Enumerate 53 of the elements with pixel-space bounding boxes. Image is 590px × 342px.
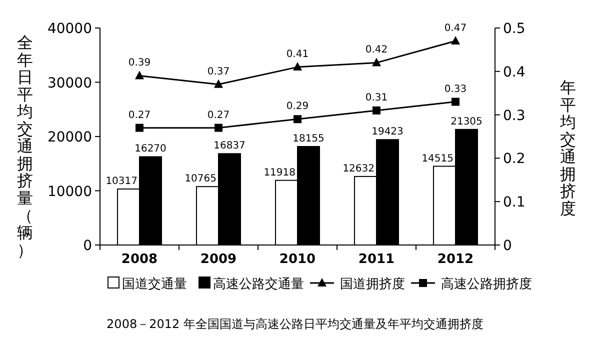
y2-axis-title: 年平均交通拥挤度 [559, 78, 576, 218]
x-tick-label: 2012 [437, 252, 474, 267]
legend-label: 高速公路拥挤度 [441, 276, 532, 292]
y2-tick-label: 0.1 [503, 194, 526, 211]
data-label: 0.47 [444, 23, 467, 34]
point [294, 115, 302, 124]
y2-tick-label: 0.3 [503, 108, 526, 124]
legend-label: 高速公路交通量 [213, 276, 304, 292]
data-label: 0.41 [286, 49, 309, 60]
point [452, 98, 460, 106]
x-tick-label: 2010 [279, 252, 316, 267]
data-label: 16270 [134, 144, 166, 155]
text: 全年日平均交通拥挤量（辆） [17, 33, 33, 260]
y-tick-label: 0 [83, 238, 92, 254]
data-label: 0.33 [444, 84, 467, 95]
legend-label: 国道拥挤度 [340, 276, 405, 292]
data-label: 0.31 [365, 92, 388, 104]
point [451, 36, 460, 45]
data-label: 19423 [372, 126, 404, 138]
data-label: 0.27 [207, 110, 230, 121]
data-label: 0.37 [207, 66, 230, 78]
y-tick-label: 30000 [47, 75, 92, 92]
data-label: 0.42 [365, 44, 388, 56]
point [372, 58, 381, 66]
point [136, 124, 144, 132]
data-label: 16837 [214, 140, 246, 152]
data-label: 0.39 [128, 58, 151, 69]
legend-label: 国道交通量 [122, 276, 187, 292]
x-tick-label: 2009 [200, 252, 237, 267]
data-label: 21305 [450, 116, 482, 128]
point [214, 124, 222, 132]
x-tick-label: 2011 [358, 252, 395, 267]
x-tick-label: 2008 [121, 252, 158, 267]
data-label: 18155 [292, 134, 324, 145]
point [135, 70, 144, 80]
data-label: 0.27 [128, 110, 151, 121]
y2-tick-label: 0.5 [503, 21, 526, 37]
data-label: 10765 [184, 174, 216, 185]
point [214, 79, 223, 88]
y-tick-label: 20000 [47, 130, 92, 146]
y-tick-label: 40000 [47, 21, 92, 37]
y-tick-label: 10000 [47, 184, 92, 200]
data-label: 14515 [422, 153, 454, 164]
data-label: 10317 [106, 176, 138, 188]
y2-tick-label: 0.4 [503, 64, 526, 80]
point [372, 106, 380, 114]
data-label: 0.29 [286, 101, 309, 112]
y2-tick-label: 0 [503, 238, 512, 254]
point [293, 62, 302, 71]
text: 2008－2012 年全国国道与高速公路日平均交通量及年平均交通拥挤度 [106, 317, 484, 331]
data-label: 11918 [264, 167, 296, 178]
y2-tick-label: 0.2 [503, 151, 526, 168]
data-label: 12632 [342, 163, 374, 174]
